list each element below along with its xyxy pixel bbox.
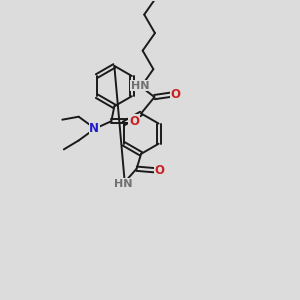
Text: N: N	[89, 122, 99, 135]
Text: HN: HN	[131, 81, 149, 91]
Text: O: O	[154, 164, 164, 177]
Text: HN: HN	[114, 178, 133, 189]
Text: O: O	[129, 115, 139, 128]
Text: O: O	[171, 88, 181, 101]
